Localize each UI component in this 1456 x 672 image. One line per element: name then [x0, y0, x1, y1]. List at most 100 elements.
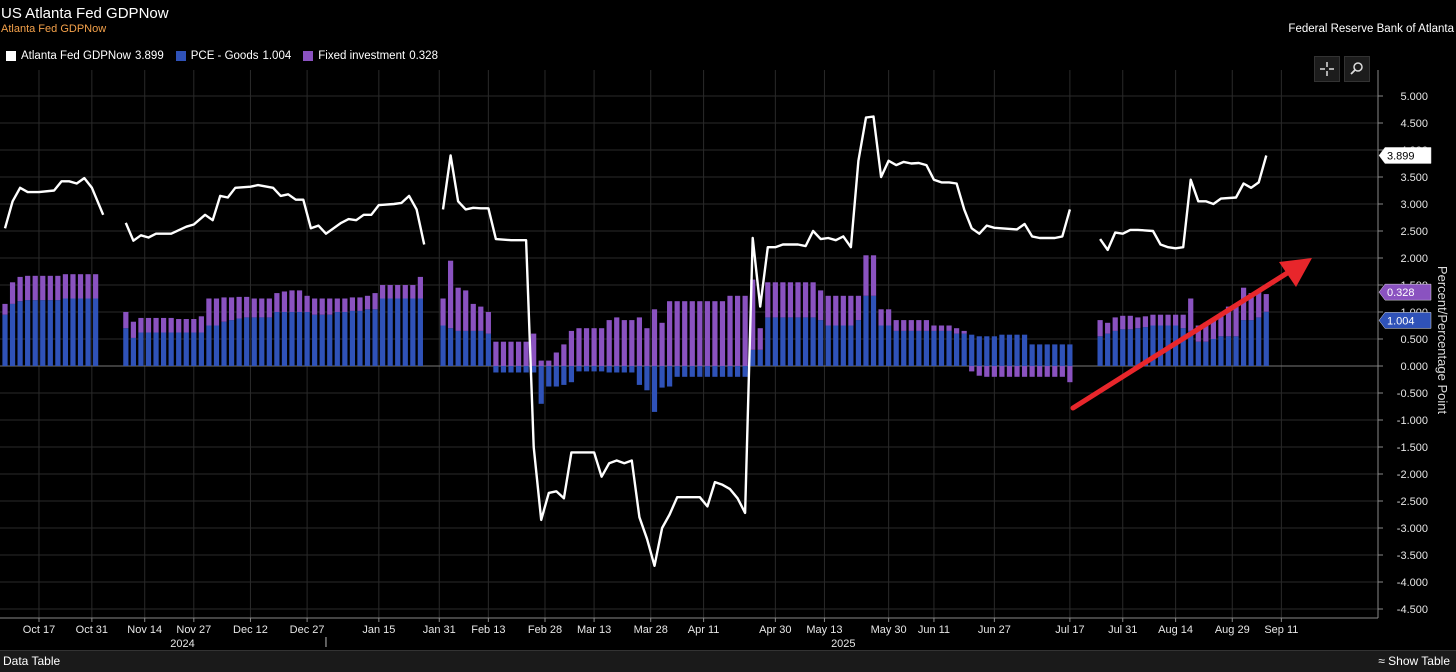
bar-pce-goods	[621, 366, 627, 373]
bar-pce-goods	[938, 330, 945, 366]
bar-pce-goods	[780, 317, 786, 366]
bar-pce-goods	[364, 309, 371, 366]
bar-fixed-investment	[296, 290, 303, 312]
bar-fixed-investment	[621, 320, 627, 366]
y-tick-label: -3.000	[1397, 523, 1428, 535]
bar-pce-goods	[674, 366, 680, 377]
zoom-icon[interactable]	[1344, 56, 1370, 82]
bar-pce-goods	[599, 366, 605, 372]
bar-pce-goods	[228, 320, 235, 366]
bar-fixed-investment	[636, 317, 643, 366]
y-tick-label: -1.000	[1397, 415, 1428, 427]
y-axis-label: Percent/Percentage Point	[1435, 266, 1450, 415]
bar-fixed-investment	[244, 296, 250, 318]
bar-fixed-investment	[576, 328, 582, 366]
legend-label: PCE - Goods	[190, 50, 259, 62]
bar-fixed-investment	[742, 295, 748, 366]
bar-fixed-investment	[500, 341, 507, 366]
bar-fixed-investment	[470, 303, 476, 331]
line-gdpnow	[441, 115, 1072, 567]
bar-fixed-investment	[969, 366, 975, 372]
bar-pce-goods	[787, 317, 794, 366]
bar-pce-goods	[145, 332, 152, 366]
y-tick-label: -4.500	[1397, 604, 1428, 616]
data-table-button[interactable]: Data Table	[3, 654, 61, 668]
source-label: Federal Reserve Bank of Atlanta	[1288, 23, 1454, 35]
bar-pce-goods	[772, 317, 778, 366]
y-tick-label: 0.500	[1400, 334, 1428, 346]
bar-pce-goods	[213, 325, 220, 366]
legend-item-gdpnow[interactable]: Atlanta Fed GDPNow 3.899	[6, 50, 164, 62]
bar-pce-goods	[682, 366, 688, 377]
bar-pce-goods	[984, 336, 990, 366]
bar-pce-goods	[402, 298, 408, 366]
bar-fixed-investment	[410, 285, 416, 299]
bar-fixed-investment	[734, 295, 741, 366]
bar-fixed-investment	[1044, 366, 1050, 377]
bar-pce-goods	[1135, 328, 1141, 366]
bar-pce-goods	[168, 332, 174, 366]
legend-item-fixed-investment[interactable]: Fixed investment 0.328	[303, 50, 438, 62]
bar-fixed-investment	[787, 282, 794, 318]
legend-item-pce-goods[interactable]: PCE - Goods 1.004	[175, 50, 291, 62]
bar-fixed-investment	[765, 282, 771, 318]
bar-pce-goods	[70, 298, 76, 366]
bar-pce-goods	[319, 314, 325, 366]
bar-pce-goods	[138, 332, 144, 366]
bar-pce-goods	[161, 332, 167, 366]
x-tick-label: Jun 27	[978, 624, 1011, 636]
bar-pce-goods	[236, 318, 242, 366]
bar-fixed-investment	[1240, 287, 1247, 321]
bar-pce-goods	[342, 312, 348, 366]
bar-fixed-investment	[1188, 298, 1194, 331]
annotation-arrow-shaft	[1070, 267, 1295, 411]
x-tick-label: Sep 11	[1264, 624, 1298, 636]
bar-fixed-investment	[206, 298, 212, 326]
bar-fixed-investment	[961, 330, 967, 334]
bar-fixed-investment	[863, 255, 869, 296]
bar-pce-goods	[1188, 330, 1194, 366]
bar-fixed-investment	[32, 275, 38, 301]
bar-fixed-investment	[508, 341, 514, 366]
bar-fixed-investment	[991, 366, 997, 377]
bar-pce-goods	[976, 336, 982, 366]
bar-pce-goods	[327, 314, 333, 366]
bar-pce-goods	[523, 366, 529, 373]
bar-fixed-investment	[176, 319, 182, 333]
bar-fixed-investment	[198, 316, 204, 333]
flag-gdpnow-text: 3.899	[1387, 150, 1415, 162]
bar-pce-goods	[395, 298, 401, 366]
bar-pce-goods	[32, 300, 38, 366]
bar-pce-goods	[1142, 327, 1149, 366]
bar-fixed-investment	[599, 328, 605, 366]
bar-fixed-investment	[901, 320, 907, 331]
bar-pce-goods	[508, 366, 514, 373]
bar-pce-goods	[750, 349, 756, 366]
bar-pce-goods	[198, 332, 204, 366]
bar-pce-goods	[372, 309, 378, 366]
bar-pce-goods	[77, 298, 84, 366]
bar-pce-goods	[908, 330, 914, 366]
bar-pce-goods	[644, 366, 650, 391]
bar-pce-goods	[999, 334, 1005, 366]
bar-pce-goods	[818, 320, 824, 366]
crosshair-icon[interactable]	[1314, 56, 1340, 82]
bar-pce-goods	[1059, 344, 1065, 366]
bar-pce-goods	[1195, 341, 1201, 366]
show-table-button[interactable]: ≈ Show Table	[1378, 654, 1450, 668]
bar-fixed-investment	[976, 366, 982, 376]
bar-pce-goods	[85, 298, 91, 366]
bar-pce-goods	[697, 366, 703, 377]
bar-fixed-investment	[478, 306, 484, 331]
bar-fixed-investment	[644, 328, 650, 366]
bar-pce-goods	[1157, 325, 1164, 366]
bar-fixed-investment	[531, 333, 537, 366]
bar-fixed-investment	[916, 320, 922, 331]
bar-pce-goods	[304, 312, 310, 366]
bar-fixed-investment	[1006, 366, 1013, 377]
bar-fixed-investment	[893, 320, 899, 331]
bar-fixed-investment	[1142, 316, 1149, 328]
bar-fixed-investment	[1135, 317, 1141, 329]
bar-pce-goods	[576, 366, 582, 372]
bar-fixed-investment	[372, 293, 378, 310]
